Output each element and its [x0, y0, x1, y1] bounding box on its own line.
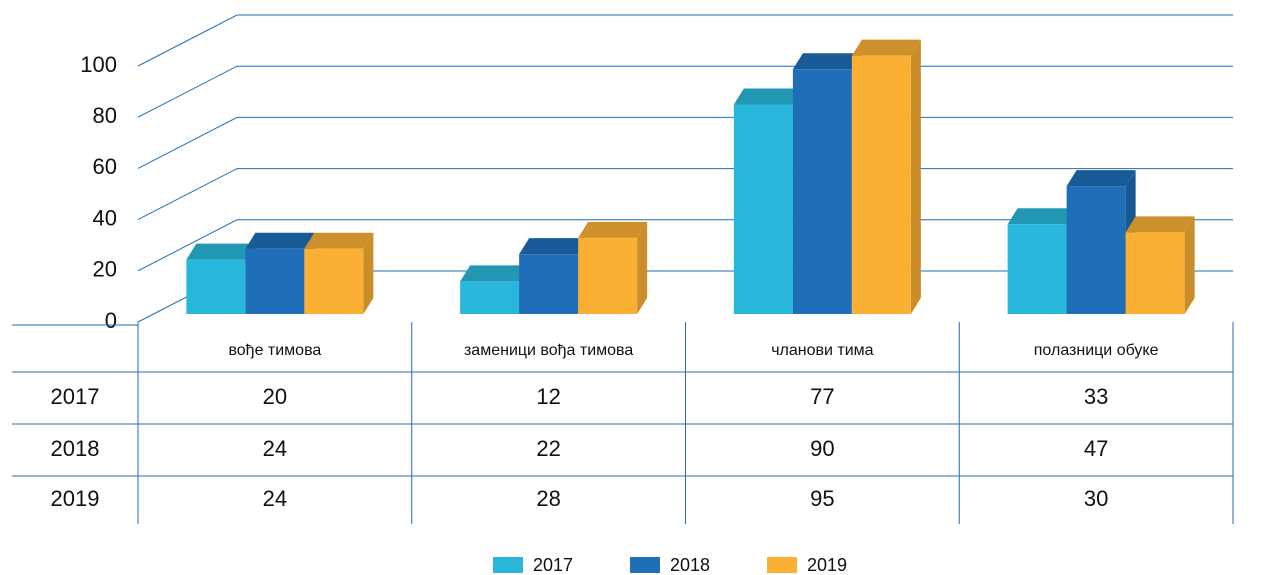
row-header: 2019: [51, 486, 100, 511]
category-label: чланови тима: [771, 342, 873, 359]
bar-top: [851, 39, 921, 56]
bar-top: [519, 238, 589, 255]
table-cell: 28: [536, 486, 560, 511]
bar-top: [245, 232, 315, 249]
bar-top: [1125, 216, 1195, 233]
bar-front: [733, 104, 793, 314]
legend-swatch: [630, 557, 660, 573]
bar: [733, 88, 803, 314]
table-cell: 24: [263, 486, 287, 511]
bar-front: [245, 248, 305, 314]
bar-front: [460, 281, 520, 314]
bar-side: [363, 232, 374, 314]
grid-line: [137, 65, 1233, 118]
bar-top: [186, 243, 256, 260]
category-label: вође тимова: [228, 342, 321, 359]
bar: [851, 39, 921, 314]
bar: [792, 53, 862, 314]
table-cell: 20: [263, 384, 287, 409]
bar-front: [304, 248, 364, 314]
bar-front: [1007, 224, 1067, 314]
grid-line: [137, 14, 1233, 67]
y-tick-label: 60: [93, 154, 117, 179]
grid-line: [137, 116, 1233, 169]
bar-side: [1184, 216, 1195, 314]
legend-label: 2017: [533, 555, 573, 575]
table-cell: 30: [1084, 486, 1108, 511]
bar: [1007, 208, 1077, 314]
bar-top: [460, 265, 530, 282]
table-cell: 12: [536, 384, 560, 409]
table-cell: 33: [1084, 384, 1108, 409]
bar: [186, 243, 256, 314]
table-cell: 77: [810, 384, 834, 409]
bar: [304, 232, 374, 314]
bar-side: [637, 221, 648, 314]
y-tick-label: 40: [93, 205, 117, 230]
bar-front: [519, 254, 579, 314]
bar-front: [578, 237, 638, 314]
bar-front: [186, 259, 246, 314]
bar-side: [910, 39, 921, 314]
y-tick-label: 100: [80, 52, 117, 77]
row-header: 2017: [51, 384, 100, 409]
y-tick-label: 20: [93, 257, 117, 282]
bar-top: [1066, 170, 1136, 187]
legend-label: 2019: [807, 555, 847, 575]
category-label: заменици вођа тимова: [464, 342, 633, 359]
bar: [1125, 216, 1195, 314]
table-cell: 22: [536, 436, 560, 461]
table-cell: 95: [810, 486, 834, 511]
bar: [578, 221, 648, 314]
bar: [460, 265, 530, 314]
table-cell: 24: [263, 436, 287, 461]
legend-swatch: [767, 557, 797, 573]
row-header: 2018: [51, 436, 100, 461]
bar-top: [733, 88, 803, 105]
y-tick-label: 80: [93, 103, 117, 128]
bar-front: [792, 69, 852, 314]
bar-top: [1007, 208, 1077, 225]
bar-front: [851, 55, 911, 314]
bar-top: [578, 221, 648, 238]
bar-top: [792, 53, 862, 70]
table-cell: 47: [1084, 436, 1108, 461]
y-tick-label: 0: [105, 308, 117, 333]
legend-label: 2018: [670, 555, 710, 575]
table-cell: 90: [810, 436, 834, 461]
bar: [519, 238, 589, 314]
bar-front: [1066, 186, 1126, 314]
legend-swatch: [493, 557, 523, 573]
bar: [1066, 170, 1136, 314]
bar-front: [1125, 232, 1185, 314]
bar-top: [304, 232, 374, 249]
category-label: полазници обуке: [1034, 342, 1159, 359]
bar: [245, 232, 315, 314]
